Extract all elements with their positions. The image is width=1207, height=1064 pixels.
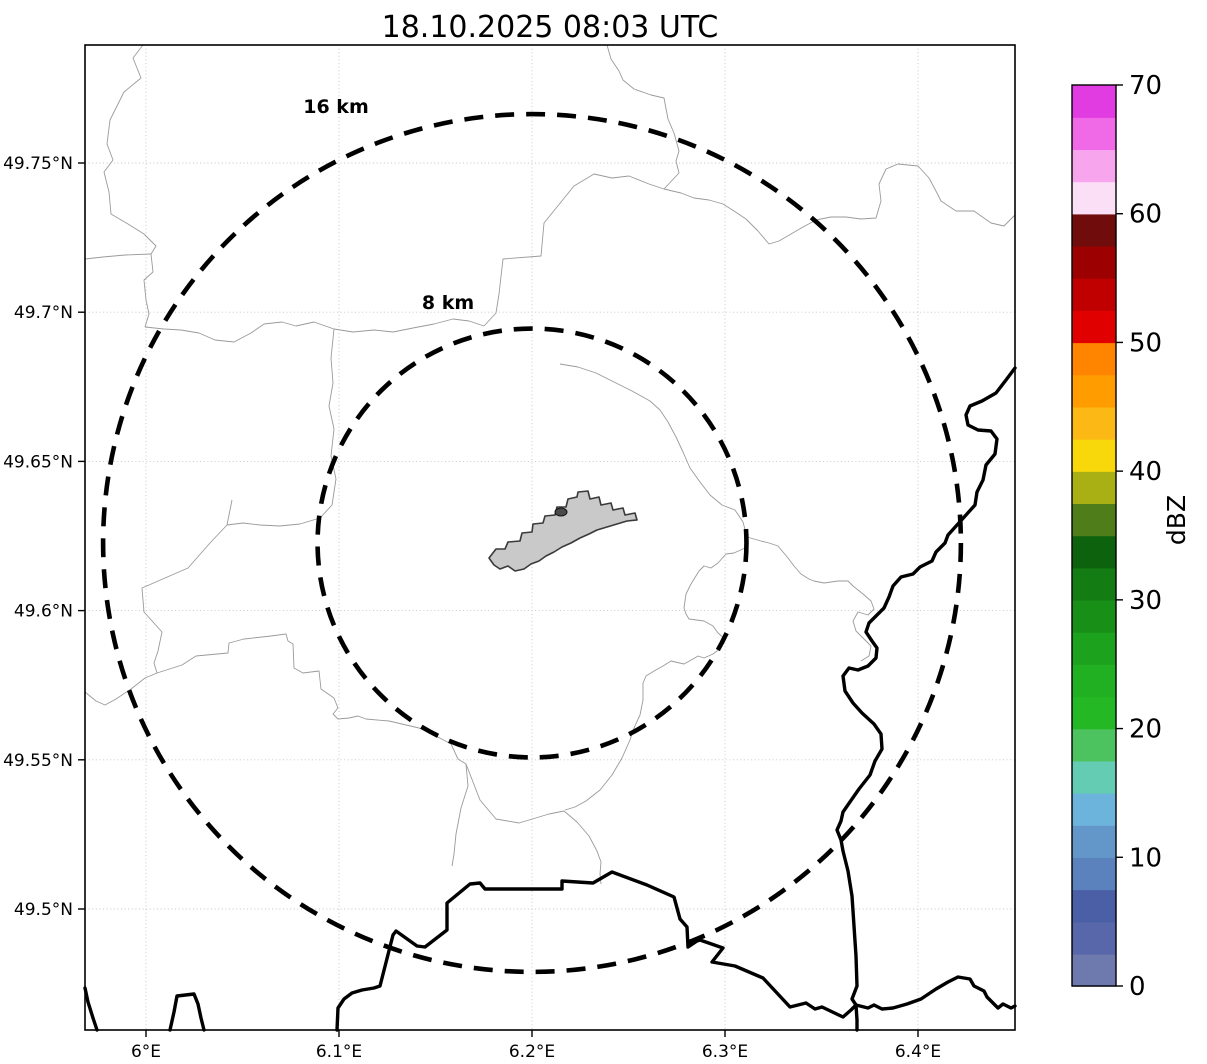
commune-border-line (465, 763, 602, 885)
country-border-line (335, 870, 858, 1032)
colorbar-band (1072, 535, 1116, 569)
commune-border-line (606, 44, 680, 190)
country-border-line (83, 986, 99, 1032)
x-axis-tick-label: 6.3°E (702, 1042, 748, 1062)
commune-border-line (483, 173, 665, 327)
colorbar-bands (1072, 85, 1116, 987)
x-axis-tick-label: 6.4°E (895, 1042, 941, 1062)
colorbar-band (1072, 664, 1116, 698)
colorbar-band (1072, 278, 1116, 311)
colorbar-band (1072, 406, 1116, 440)
colorbar-band (1072, 857, 1116, 891)
colorbar-band (1072, 213, 1116, 247)
commune-border-line (84, 253, 152, 260)
colorbar-band (1072, 503, 1116, 537)
commune-border-line (451, 763, 469, 867)
x-axis-tick-label: 6.2°E (509, 1042, 555, 1062)
colorbar-band (1072, 117, 1116, 151)
colorbar-band (1072, 471, 1116, 505)
y-axis-tick-label: 49.5°N (14, 900, 73, 920)
range-ring-16km (100, 111, 964, 975)
country-border-line (854, 975, 1017, 1011)
colorbar-tick-label: 0 (1129, 972, 1146, 1002)
colorbar-band (1072, 149, 1116, 183)
colorbar-band (1072, 953, 1116, 987)
y-axis-tick-label: 49.75°N (3, 154, 73, 174)
commune-border-line (564, 536, 748, 811)
commune-border-line (746, 536, 875, 662)
y-axis-tick-label: 49.7°N (14, 303, 73, 323)
colorbar-band (1072, 728, 1116, 762)
colorbar-tick-label: 40 (1129, 457, 1162, 487)
commune-border-line (559, 363, 748, 538)
radar-site-marker (554, 507, 568, 517)
colorbar-band (1072, 599, 1116, 633)
y-axis-tick-label: 49.65°N (3, 452, 73, 472)
colorbar-tick-label: 60 (1129, 200, 1162, 230)
colorbar-band (1072, 760, 1116, 794)
country-border-line (168, 992, 206, 1032)
country-border-line (835, 366, 1017, 1032)
colorbar-band (1072, 310, 1116, 344)
colorbar-unit-label: dBZ (1162, 495, 1191, 545)
colorbar-tick-label: 70 (1129, 71, 1162, 101)
axis-ticks: 6°E 6.1°E 6.2°E 6.3°E 6.4°E 49.75°N 49.7°N 49.6… (3, 154, 941, 1062)
colorbar-band (1072, 792, 1116, 826)
colorbar-tick-label: 30 (1129, 586, 1162, 616)
colorbar-band (1072, 696, 1116, 730)
colorbar-tick-label: 20 (1129, 715, 1162, 745)
colorbar-band (1072, 374, 1116, 408)
airport-outline (488, 490, 638, 572)
y-axis-tick-label: 49.55°N (3, 751, 73, 771)
commune-border-lines (84, 44, 1016, 885)
commune-border-line (156, 633, 467, 765)
colorbar-band (1072, 245, 1116, 279)
commune-border-line (84, 499, 233, 706)
colorbar-band (1072, 342, 1116, 376)
map-axes-frame (84, 44, 1016, 1031)
colorbar-band (1072, 181, 1116, 215)
commune-border-line (226, 328, 337, 527)
commune-border-line (144, 318, 485, 343)
colorbar-band (1072, 567, 1116, 601)
range-ring-8km-label: 8 km (422, 292, 474, 314)
plot-title: 18.10.2025 08:03 UTC (382, 10, 719, 45)
colorbar-band (1072, 921, 1116, 955)
commune-border-line (663, 163, 1016, 245)
country-border-lines (83, 366, 1017, 1032)
colorbar-ticks: 0 10 20 30 40 50 60 70 (1116, 71, 1162, 1002)
colorbar-tick-label: 50 (1129, 328, 1162, 358)
colorbar-band (1072, 889, 1116, 923)
commune-border-line (103, 44, 157, 328)
colorbar-band (1072, 825, 1116, 858)
colorbar-band (1072, 85, 1116, 118)
colorbar-band (1072, 438, 1116, 472)
range-ring-16km-label: 16 km (303, 96, 369, 118)
map-gridlines (85, 45, 1015, 1030)
y-axis-tick-label: 49.6°N (14, 602, 73, 622)
x-axis-tick-label: 6.1°E (316, 1042, 362, 1062)
range-ring-8km (315, 326, 749, 760)
x-axis-tick-label: 6°E (131, 1042, 161, 1062)
colorbar-tick-label: 10 (1129, 843, 1162, 873)
colorbar-frame (1071, 84, 1117, 987)
colorbar-band (1072, 632, 1116, 665)
